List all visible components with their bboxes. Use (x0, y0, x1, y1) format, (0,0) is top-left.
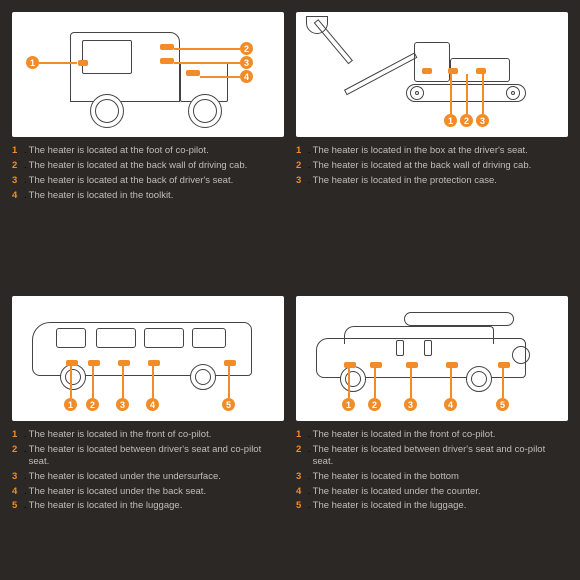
legend-text: The heater is located under the undersur… (29, 471, 221, 483)
legend-num: 2 (12, 160, 22, 172)
legend-num: 1 (296, 145, 306, 157)
legend-text: The heater is located in the protection … (313, 175, 497, 187)
marker-4: 4 (444, 398, 457, 411)
marker-1: 1 (444, 114, 457, 127)
panel-suv: 1 2 3 4 5 1.The heater is located in the… (296, 296, 568, 568)
legend-num: 1 (12, 145, 22, 157)
marker-2: 2 (86, 398, 99, 411)
legend-text: The heater is located between driver's s… (29, 444, 284, 468)
legend-num: 1 (12, 429, 22, 441)
marker-3: 3 (404, 398, 417, 411)
legend-num: 4 (12, 486, 22, 498)
marker-1: 1 (64, 398, 77, 411)
legend-text: The heater is located in the toolkit. (29, 190, 174, 202)
marker-2: 2 (368, 398, 381, 411)
legend-truck: 1.The heater is located at the foot of c… (12, 145, 284, 202)
legend-text: The heater is located in the front of co… (29, 429, 212, 441)
panel-truck: 1 2 3 4 1.The heater is located at the f… (12, 12, 284, 284)
marker-3: 3 (476, 114, 489, 127)
marker-2: 2 (460, 114, 473, 127)
legend-text: The heater is located in the front of co… (313, 429, 496, 441)
legend-num: 3 (296, 175, 306, 187)
legend-text: The heater is located under the counter. (313, 486, 481, 498)
legend-text: The heater is located in the bottom (313, 471, 459, 483)
legend-van: 1.The heater is located in the front of … (12, 429, 284, 512)
legend-text: The heater is located at the back wall o… (29, 160, 248, 172)
marker-4: 4 (146, 398, 159, 411)
legend-num: 3 (12, 471, 22, 483)
diagram-truck: 1 2 3 4 (12, 12, 284, 137)
legend-text: The heater is located at the back wall o… (313, 160, 532, 172)
legend-num: 1 (296, 429, 306, 441)
legend-excavator: 1.The heater is located in the box at th… (296, 145, 568, 187)
legend-num: 4 (12, 190, 22, 202)
legend-num: 3 (296, 471, 306, 483)
legend-num: 2 (12, 444, 22, 456)
panel-van: 1 2 3 4 5 1.The heater is located in the… (12, 296, 284, 568)
diagram-suv: 1 2 3 4 5 (296, 296, 568, 421)
marker-4: 4 (240, 70, 253, 83)
legend-num: 5 (12, 500, 22, 512)
legend-text: The heater is located in the box at the … (313, 145, 528, 157)
panel-excavator: 1 2 3 1.The heater is located in the box… (296, 12, 568, 284)
legend-num: 3 (12, 175, 22, 187)
marker-5: 5 (222, 398, 235, 411)
legend-suv: 1.The heater is located in the front of … (296, 429, 568, 512)
legend-num: 2 (296, 444, 306, 456)
legend-num: 5 (296, 500, 306, 512)
legend-text: The heater is located in the luggage. (29, 500, 183, 512)
legend-text: The heater is located at the foot of co-… (29, 145, 209, 157)
marker-3: 3 (240, 56, 253, 69)
legend-text: The heater is located in the luggage. (313, 500, 467, 512)
legend-num: 2 (296, 160, 306, 172)
marker-3: 3 (116, 398, 129, 411)
legend-num: 4 (296, 486, 306, 498)
diagram-excavator: 1 2 3 (296, 12, 568, 137)
marker-2: 2 (240, 42, 253, 55)
legend-text: The heater is located between driver's s… (313, 444, 568, 468)
diagram-van: 1 2 3 4 5 (12, 296, 284, 421)
legend-text: The heater is located under the back sea… (29, 486, 206, 498)
legend-text: The heater is located at the back of dri… (29, 175, 234, 187)
marker-5: 5 (496, 398, 509, 411)
marker-1: 1 (26, 56, 39, 69)
marker-1: 1 (342, 398, 355, 411)
